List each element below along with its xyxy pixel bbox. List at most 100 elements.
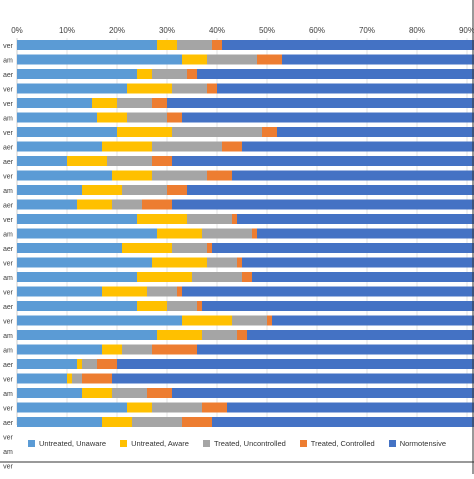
legend-label: Normotensive <box>399 438 446 448</box>
bar-segment <box>172 388 474 398</box>
bar-segment <box>122 185 167 195</box>
bar-segment <box>167 185 187 195</box>
bar-segment <box>152 141 222 152</box>
y-category-label: aer <box>3 203 14 210</box>
bar-segment <box>257 54 282 65</box>
bar-segment <box>117 127 172 137</box>
y-category-label: aer <box>3 246 14 253</box>
bar-segment <box>197 69 474 79</box>
bar-segment <box>222 141 242 152</box>
bar-segment <box>192 272 242 282</box>
bar-segment <box>197 344 474 355</box>
bar-segment <box>172 127 262 137</box>
y-category-label: aer <box>3 420 14 427</box>
y-category-label: aer <box>3 72 14 79</box>
bar-segment <box>147 286 177 297</box>
bar-segment <box>172 199 474 210</box>
legend-item: Untreated, Aware <box>120 439 189 448</box>
bar-segment <box>237 257 242 268</box>
x-tick-label: 0% <box>11 26 23 35</box>
bar-segment <box>127 83 172 94</box>
bar-segment <box>17 272 137 282</box>
bar-segment <box>17 98 92 108</box>
y-category-label: ver <box>3 43 13 50</box>
bar-segment <box>187 185 474 195</box>
bar-segment <box>17 388 82 398</box>
bar-segment <box>82 373 112 384</box>
bar-segment <box>122 243 172 253</box>
bar-segment <box>112 373 474 384</box>
bar-segment <box>222 40 474 50</box>
bar-segment <box>172 243 207 253</box>
bar-segment <box>17 315 182 326</box>
bar-segment <box>92 98 117 108</box>
bar-segment <box>212 417 474 427</box>
legend-item: Untreated, Unaware <box>27 439 106 448</box>
y-category-label: ver <box>3 87 13 94</box>
y-category-label: ver <box>3 174 13 181</box>
bar-segment <box>152 402 202 413</box>
bar-segment <box>177 286 182 297</box>
x-tick-label: 50% <box>259 26 275 35</box>
x-tick-label: 80% <box>409 26 425 35</box>
bar-segment <box>17 199 77 210</box>
bar-segment <box>267 315 272 326</box>
bar-segment <box>172 156 474 166</box>
legend-swatch <box>27 439 35 447</box>
bar-segment <box>167 301 197 311</box>
bar-segment <box>252 228 257 239</box>
bar-segment <box>277 127 474 137</box>
y-category-label: aer <box>3 159 14 166</box>
bar-segment <box>122 344 152 355</box>
bar-segment <box>17 243 122 253</box>
bar-segment <box>17 373 67 384</box>
bar-segment <box>132 417 182 427</box>
legend-label: Treated, Controlled <box>310 438 375 448</box>
y-category-label: am <box>3 333 13 340</box>
bar-segment <box>182 54 207 65</box>
y-category-label: aer <box>3 362 14 369</box>
bar-segment <box>242 257 474 268</box>
bar-segment <box>142 199 172 210</box>
bar-segment <box>252 272 474 282</box>
y-category-label: am <box>3 58 13 65</box>
bar-segment <box>17 359 77 369</box>
bar-segment <box>17 127 117 137</box>
bar-segment <box>137 301 167 311</box>
y-category-label: ver <box>3 217 13 224</box>
y-category-label: am <box>3 232 13 239</box>
bar-segment <box>187 214 232 224</box>
bar-segment <box>237 330 247 340</box>
bar-segment <box>137 214 187 224</box>
y-category-label: ver <box>3 377 13 384</box>
bar-segment <box>272 315 474 326</box>
bar-segment <box>82 185 122 195</box>
bar-segment <box>152 344 197 355</box>
bar-segment <box>247 330 474 340</box>
bar-segment <box>152 170 207 181</box>
bar-segment <box>202 228 252 239</box>
bar-segment <box>17 228 157 239</box>
bar-segment <box>177 40 212 50</box>
bar-segment <box>112 170 152 181</box>
bar-segment <box>182 286 474 297</box>
bar-segment <box>17 402 127 413</box>
x-tick-label: 60% <box>309 26 325 35</box>
bar-segment <box>17 185 82 195</box>
bar-segment <box>17 40 157 50</box>
bar-segment <box>157 40 177 50</box>
bar-segment <box>67 373 72 384</box>
y-category-label: ver <box>3 130 13 137</box>
legend-label: Untreated, Aware <box>131 438 189 448</box>
x-tick-label: 70% <box>359 26 375 35</box>
bar-segment <box>77 199 112 210</box>
y-category-label: ver <box>3 464 13 471</box>
bar-segment <box>152 257 207 268</box>
y-category-label: aer <box>3 304 14 311</box>
x-tick-label: 30% <box>159 26 175 35</box>
bar-segment <box>217 83 474 94</box>
bar-segment <box>212 243 474 253</box>
bar-segment <box>17 330 157 340</box>
bar-segment <box>257 228 474 239</box>
